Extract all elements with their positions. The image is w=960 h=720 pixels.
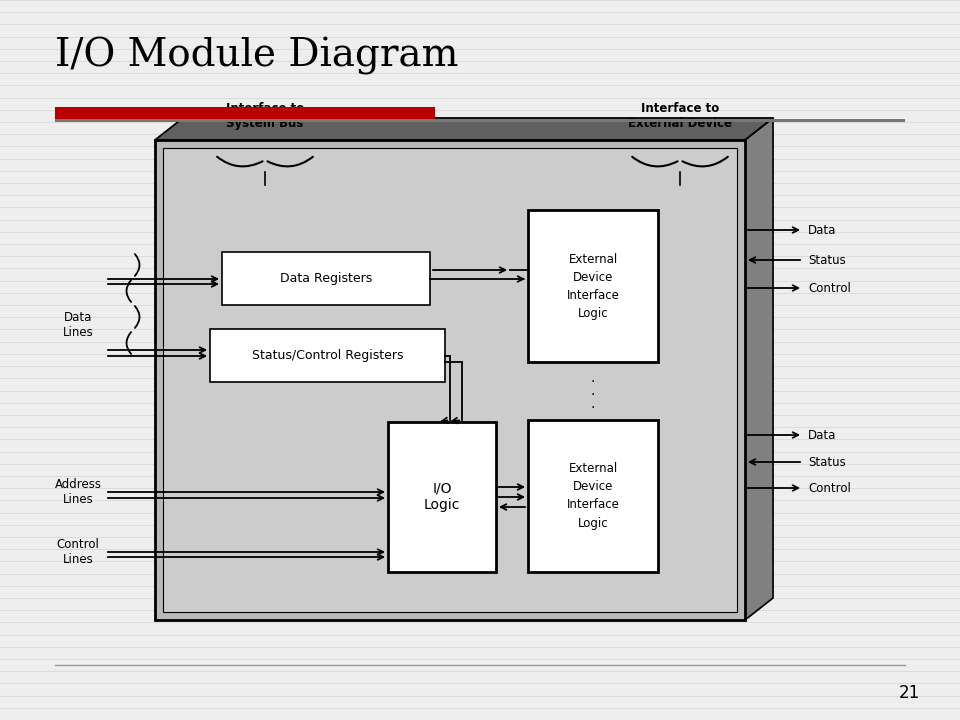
Text: Interface to
External Device: Interface to External Device bbox=[628, 102, 732, 130]
Text: Interface to
System Bus: Interface to System Bus bbox=[226, 102, 304, 130]
Text: I/O
Logic: I/O Logic bbox=[423, 482, 460, 512]
Text: Data
Lines: Data Lines bbox=[62, 311, 93, 339]
Bar bbox=[388, 422, 496, 572]
Bar bbox=[55, 119, 905, 122]
Text: Status/Control Registers: Status/Control Registers bbox=[252, 349, 403, 362]
Polygon shape bbox=[155, 118, 773, 140]
Text: External
Device
Interface
Logic: External Device Interface Logic bbox=[566, 253, 619, 320]
Polygon shape bbox=[745, 118, 773, 620]
Text: Control
Lines: Control Lines bbox=[57, 538, 100, 566]
Text: .
.
.: . . . bbox=[590, 371, 595, 411]
Bar bbox=[55, 107, 435, 120]
Text: Address
Lines: Address Lines bbox=[55, 478, 102, 506]
Bar bbox=[528, 420, 658, 572]
Text: Control: Control bbox=[808, 482, 851, 495]
Bar bbox=[163, 148, 737, 612]
Text: Data Registers: Data Registers bbox=[280, 272, 372, 285]
Text: External
Device
Interface
Logic: External Device Interface Logic bbox=[566, 462, 619, 529]
Text: Status: Status bbox=[808, 456, 846, 469]
Text: Control: Control bbox=[808, 282, 851, 294]
Bar bbox=[222, 252, 430, 305]
Bar bbox=[155, 140, 745, 620]
Bar bbox=[528, 210, 658, 362]
Bar bbox=[210, 329, 445, 382]
Text: Data: Data bbox=[808, 223, 836, 236]
Text: I/O Module Diagram: I/O Module Diagram bbox=[55, 37, 459, 75]
Text: Data: Data bbox=[808, 428, 836, 441]
Text: Status: Status bbox=[808, 253, 846, 266]
Text: 21: 21 bbox=[899, 684, 920, 702]
